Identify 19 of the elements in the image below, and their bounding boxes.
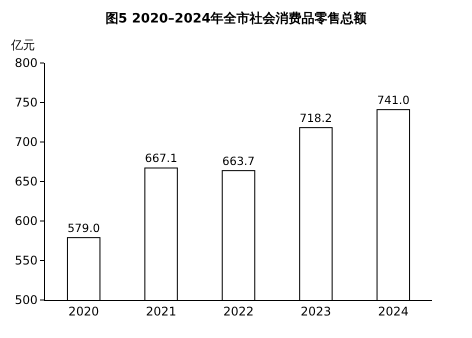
data-label: 741.0 <box>377 92 410 107</box>
x-tick-label: 2024 <box>378 304 409 318</box>
x-tick-label: 2023 <box>300 304 332 318</box>
y-tick-label: 550 <box>14 254 38 268</box>
data-label: 667.1 <box>144 151 178 166</box>
x-tick-label: 2021 <box>146 304 176 318</box>
x-tick-label: 2020 <box>68 304 99 318</box>
y-tick-label: 500 <box>14 293 38 308</box>
chart-title: 图5 2020–2024年全市社会消费品零售总额 <box>105 10 368 27</box>
data-label: 663.7 <box>222 154 255 168</box>
y-tick-label: 700 <box>14 135 38 150</box>
data-label: 579.0 <box>67 220 100 235</box>
x-tick-label: 2022 <box>223 304 254 318</box>
y-tick-label: 650 <box>14 174 38 189</box>
y-tick-label: 750 <box>14 96 38 110</box>
data-label: 718.2 <box>300 110 332 125</box>
y-tick-label: 600 <box>14 214 38 228</box>
y-tick-label: 800 <box>14 56 38 70</box>
y-axis-title: 亿元 <box>10 38 35 52</box>
